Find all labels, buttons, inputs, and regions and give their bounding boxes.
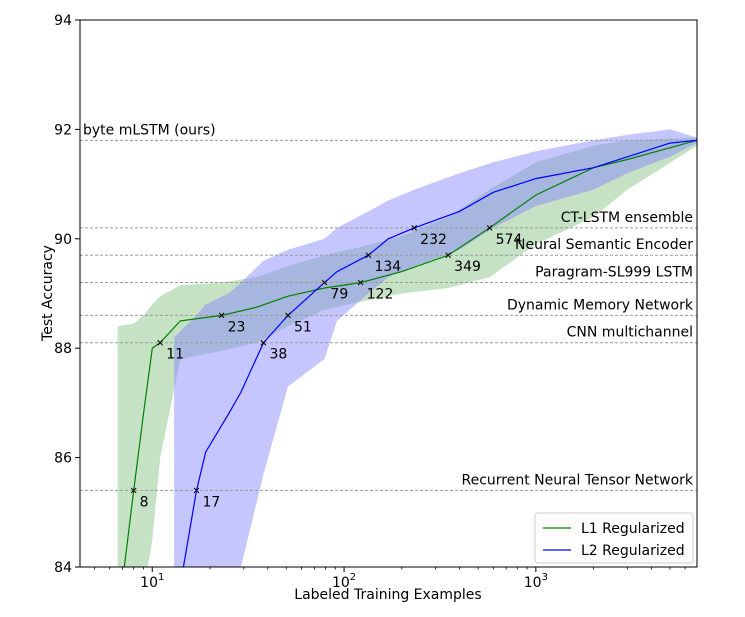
x-tick-label: 101 [140, 572, 164, 591]
legend-entry-l2-regularized: L2 Regularized [543, 543, 685, 559]
y-tick-label: 88 [54, 341, 72, 357]
marker-574: 574 [486, 225, 523, 248]
point-markers: 8 11 23 79 122 349 574 17 38 51 134 232 [130, 225, 523, 510]
marker-232: 232 [411, 225, 447, 248]
x-tick-label: 103 [524, 572, 548, 591]
marker-x [357, 279, 364, 286]
marker-x [260, 339, 267, 346]
point-label-349: 349 [454, 259, 481, 275]
marker-51: 51 [285, 312, 312, 335]
marker-x [486, 225, 493, 231]
legend-label: L1 Regularized [581, 521, 685, 537]
marker-134: 134 [365, 252, 401, 275]
band-l2-regularized [174, 129, 697, 567]
axis-ticks: 84 86 88 90 92 94 101 102 103 [54, 13, 686, 591]
point-label-232: 232 [420, 232, 447, 248]
reference-lines: byte mLSTM (ours) CT-LSTM ensemble Neural … [80, 122, 697, 491]
marker-122: 122 [357, 279, 394, 303]
marker-x [321, 279, 328, 286]
y-axis-label: Test Accuracy [40, 245, 56, 342]
ref-label-byte-mlstm-ours: byte mLSTM (ours) [83, 122, 216, 138]
ref-label-paragram-sl999-lstm: Paragram-SL999 LSTM [535, 265, 693, 281]
ref-label-recurrent-neural-tensor-network: Recurrent Neural Tensor Network [462, 472, 694, 488]
point-label-122: 122 [367, 287, 394, 303]
plot-frame [79, 19, 698, 568]
marker-38: 38 [260, 339, 287, 363]
marker-x [285, 312, 291, 319]
point-label-134: 134 [374, 259, 401, 275]
ref-label-neural-semantic-encoder: Neural Semantic Encoder [515, 237, 693, 253]
y-tick-label: 84 [54, 560, 72, 576]
confidence-bands [117, 129, 697, 567]
marker-349: 349 [445, 252, 481, 275]
point-label-11: 11 [166, 347, 184, 363]
marker-79: 79 [321, 279, 348, 303]
marker-11: 11 [157, 339, 184, 363]
legend-entry-l1-regularized: L1 Regularized [543, 521, 685, 537]
point-label-38: 38 [269, 347, 287, 363]
point-label-8: 8 [140, 494, 149, 510]
ref-label-dynamic-memory-network: Dynamic Memory Network [507, 297, 694, 313]
marker-x [365, 252, 372, 259]
point-label-574: 574 [496, 232, 523, 248]
ref-label-cnn-multichannel: CNN multichannel [567, 325, 693, 341]
band-l1-regularized [117, 137, 697, 567]
legend-box [534, 512, 694, 564]
point-label-51: 51 [294, 319, 312, 335]
y-tick-label: 86 [54, 451, 72, 467]
point-label-17: 17 [202, 494, 220, 510]
marker-x [193, 487, 200, 494]
y-tick-label: 94 [54, 13, 72, 29]
point-label-23: 23 [228, 319, 246, 335]
marker-23: 23 [218, 312, 246, 335]
x-tick-label: 102 [332, 572, 356, 591]
marker-x [445, 252, 452, 259]
y-tick-label: 92 [54, 122, 72, 138]
marker-x [218, 312, 225, 319]
marker-17: 17 [193, 487, 220, 510]
marker-x [157, 339, 164, 346]
marker-x [130, 487, 137, 494]
marker-8: 8 [130, 487, 149, 510]
ref-label-ct-lstm-ensemble: CT-LSTM ensemble [561, 210, 693, 226]
marker-x [411, 225, 418, 231]
x-axis-label: Labeled Training Examples [294, 587, 481, 603]
line-l1-regularized [123, 139, 697, 567]
legend: L1 Regularized L2 Regularized [534, 512, 694, 564]
y-tick-label: 90 [54, 232, 72, 248]
point-label-79: 79 [330, 287, 348, 303]
legend-label: L2 Regularized [581, 543, 685, 559]
